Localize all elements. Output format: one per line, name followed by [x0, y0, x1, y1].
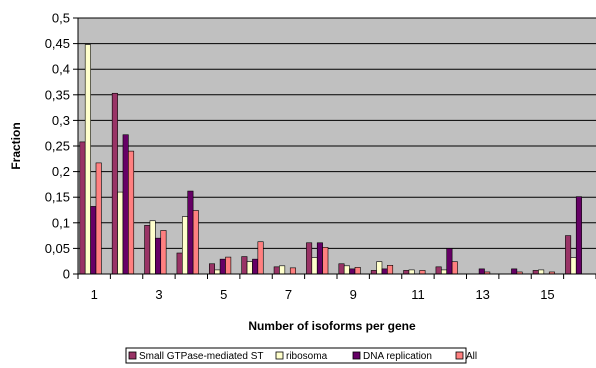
bars [79, 44, 582, 275]
x-axis-title: Number of isoforms per gene [248, 319, 416, 333]
bar [570, 257, 577, 275]
bar [209, 263, 216, 275]
bar [214, 269, 221, 275]
gridlines [78, 17, 596, 249]
y-tick-label: 0,15 [45, 190, 70, 205]
bar [160, 230, 167, 275]
bar [176, 252, 183, 275]
legend-swatch [352, 351, 361, 360]
legend-label: Small GTPase-mediated ST [139, 351, 264, 362]
bar [252, 258, 259, 275]
bar [225, 256, 232, 275]
bar [376, 261, 383, 275]
bar [122, 134, 129, 275]
bar [182, 216, 189, 275]
bar [338, 263, 345, 275]
bar [575, 196, 582, 275]
bar [387, 264, 394, 275]
bar [90, 206, 97, 275]
bar [279, 265, 286, 275]
y-tick-label: 0,3 [52, 113, 70, 128]
bar [370, 270, 377, 275]
y-tick-label: 0,35 [45, 87, 70, 102]
legend-label: DNA replication [363, 351, 432, 362]
bar [79, 141, 86, 275]
bar [192, 210, 199, 275]
y-tick-label: 0 [63, 267, 70, 282]
legend-items: Small GTPase-mediated ST ribosoma DNA repl… [128, 351, 477, 362]
bar [565, 235, 572, 275]
bar [349, 268, 356, 275]
bar [84, 44, 91, 275]
bar [446, 248, 453, 275]
y-tick-label: 0,45 [45, 36, 70, 51]
x-tick-label: 3 [155, 287, 162, 302]
x-tick-label: 5 [220, 287, 227, 302]
y-tick-labels: 0 0,05 0,1 0,15 0,2 0,25 0,3 0,35 0,4 0,45 0,5 [45, 11, 78, 282]
bar [219, 258, 226, 275]
y-axis-title: Fraction [9, 122, 23, 169]
bar [419, 270, 426, 275]
bar [289, 267, 296, 275]
bar [149, 220, 156, 275]
bar [273, 266, 280, 275]
bar [117, 191, 124, 275]
x-tick-labels: 1 3 5 7 9 11 13 15 [77, 274, 596, 302]
x-tick-label: 1 [91, 287, 98, 302]
bar [311, 257, 318, 275]
y-tick-label: 0,1 [52, 215, 70, 230]
bar [532, 270, 539, 275]
x-tick-label: 13 [475, 287, 489, 302]
bar [322, 247, 329, 275]
x-tick-label: 7 [285, 287, 292, 302]
y-tick-label: 0,25 [45, 139, 70, 154]
bar [128, 150, 135, 275]
legend-label: ribosoma [286, 351, 328, 362]
legend-label: All [466, 351, 477, 362]
bar [403, 270, 410, 275]
bar [511, 268, 518, 275]
bar [257, 241, 264, 275]
bar [381, 268, 388, 275]
x-tick-label: 15 [540, 287, 554, 302]
bar [144, 225, 151, 275]
bar [354, 267, 361, 275]
x-tick-label: 9 [350, 287, 357, 302]
y-tick-label: 0,05 [45, 241, 70, 256]
y-tick-label: 0,4 [52, 62, 70, 77]
bar [478, 268, 485, 275]
legend-box [125, 347, 467, 364]
legend-swatch [128, 351, 137, 360]
legend: Small GTPase-mediated ST ribosoma DNA repl… [125, 347, 477, 364]
bar [441, 269, 448, 275]
bar [538, 269, 545, 275]
x-tick-label: 11 [411, 287, 425, 302]
bar [408, 269, 415, 275]
legend-swatch [275, 351, 284, 360]
bar [241, 256, 248, 275]
bar [111, 92, 118, 275]
bar [316, 242, 323, 275]
y-tick-label: 0,2 [52, 164, 70, 179]
bar [435, 266, 442, 275]
bar [246, 261, 253, 275]
bar [155, 237, 162, 275]
bar [306, 242, 313, 275]
bar [451, 261, 458, 275]
bar [343, 265, 350, 275]
legend-swatch [455, 351, 464, 360]
bar [95, 162, 102, 275]
y-tick-label: 0,5 [52, 11, 70, 26]
bar [187, 190, 194, 275]
